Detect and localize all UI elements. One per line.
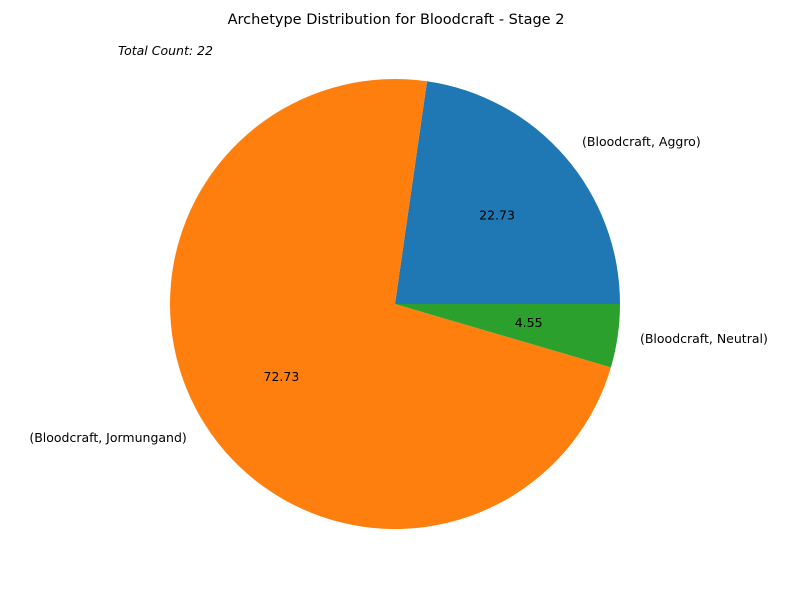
pie-slice-1 — [170, 79, 611, 530]
pie-slices — [170, 79, 620, 530]
pie-labels: 22.73 (Bloodcraft, Aggro) 72.73 (Bloodcraft… — [29, 134, 768, 445]
pie-slice-0 — [395, 81, 620, 304]
total-count-annotation: Total Count: 22 — [118, 43, 213, 58]
pie-slice-2 — [395, 304, 620, 368]
pie-slice-pct-label-0: 22.73 — [479, 208, 515, 223]
chart-title: Archetype Distribution for Bloodcraft - … — [228, 12, 565, 28]
pie-slice-pct-label-2: 4.55 — [515, 315, 543, 330]
pie-slice-category-label-2: (Bloodcraft, Neutral) — [640, 331, 768, 346]
pie-slice-category-label-0: (Bloodcraft, Aggro) — [582, 134, 701, 149]
pie-slice-pct-label-1: 72.73 — [264, 369, 300, 384]
pie-slice-category-label-1: (Bloodcraft, Jormungand) — [29, 430, 186, 445]
